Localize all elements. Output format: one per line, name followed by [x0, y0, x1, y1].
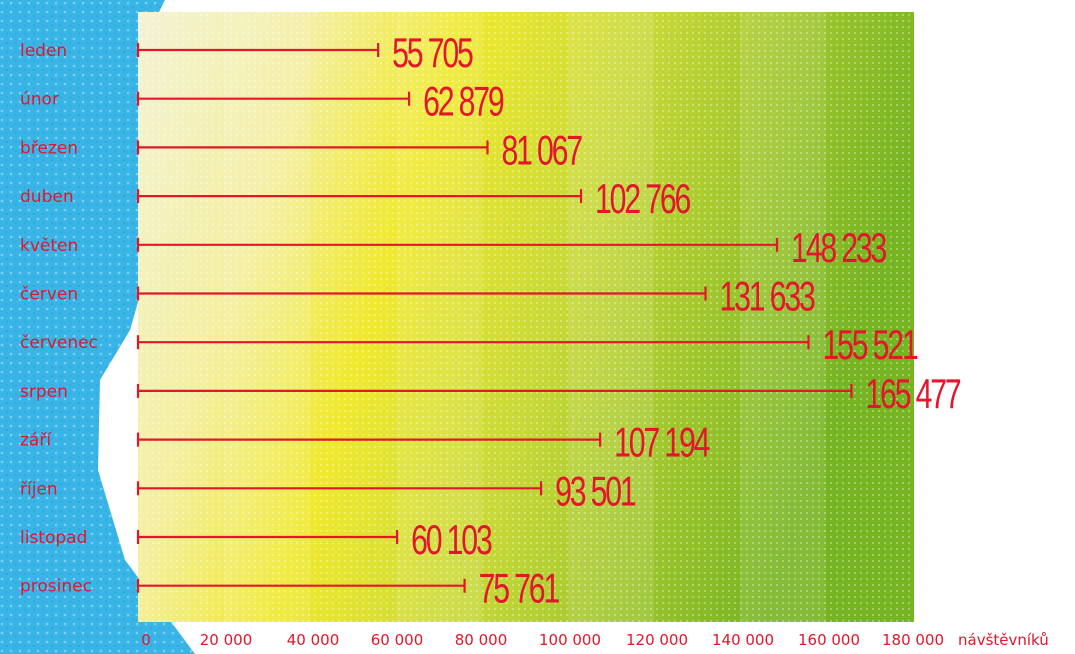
- bar: [136, 91, 411, 106]
- data-label: 131 633: [719, 273, 814, 320]
- bar: [136, 383, 853, 398]
- x-tick-label: 140 000: [712, 631, 774, 649]
- category-label: prosinec: [20, 577, 92, 597]
- x-tick-label: 20 000: [200, 631, 253, 649]
- bar: [136, 286, 707, 301]
- data-label: 155 521: [822, 321, 917, 368]
- plot-halftone: [138, 12, 914, 622]
- bar: [136, 432, 602, 447]
- data-label: 62 879: [423, 78, 504, 125]
- x-tick-label: 180 000: [882, 631, 944, 649]
- bar: [136, 43, 380, 57]
- category-label: leden: [20, 41, 67, 61]
- x-axis-title: návštěvníků: [958, 631, 1049, 649]
- category-label: červenec: [20, 333, 98, 353]
- column-bands: [224, 12, 826, 622]
- category-label: listopad: [20, 528, 87, 548]
- category-label: říjen: [20, 479, 58, 499]
- data-label: 81 067: [501, 127, 582, 174]
- data-label: 107 194: [614, 419, 710, 466]
- category-label: únor: [20, 90, 59, 110]
- x-tick-label: 160 000: [798, 631, 860, 649]
- x-tick-label: 100 000: [539, 631, 601, 649]
- data-label: 148 233: [791, 224, 886, 271]
- x-tick-label: 60 000: [371, 631, 424, 649]
- data-label: 165 477: [865, 370, 960, 417]
- category-label: červen: [20, 285, 78, 305]
- category-label: srpen: [20, 382, 68, 402]
- bar: [136, 140, 489, 155]
- category-label: březen: [20, 138, 78, 158]
- category-label: květen: [20, 236, 78, 256]
- x-tick-label: 40 000: [287, 631, 340, 649]
- bar: [136, 189, 583, 204]
- category-label: září: [20, 431, 52, 451]
- data-label: 102 766: [595, 175, 690, 222]
- category-label: duben: [20, 187, 74, 207]
- data-label: 55 705: [392, 29, 473, 76]
- data-label: 75 761: [479, 565, 560, 612]
- x-tick-label: 80 000: [455, 631, 508, 649]
- bar: [136, 578, 466, 593]
- data-label: 60 103: [411, 516, 492, 563]
- x-tick-label: 0: [141, 631, 151, 649]
- bar: [136, 481, 543, 496]
- bar: [136, 530, 399, 544]
- bar: [136, 335, 810, 350]
- x-tick-label: 120 000: [626, 631, 688, 649]
- bar: [136, 237, 779, 252]
- data-label: 93 501: [555, 467, 636, 514]
